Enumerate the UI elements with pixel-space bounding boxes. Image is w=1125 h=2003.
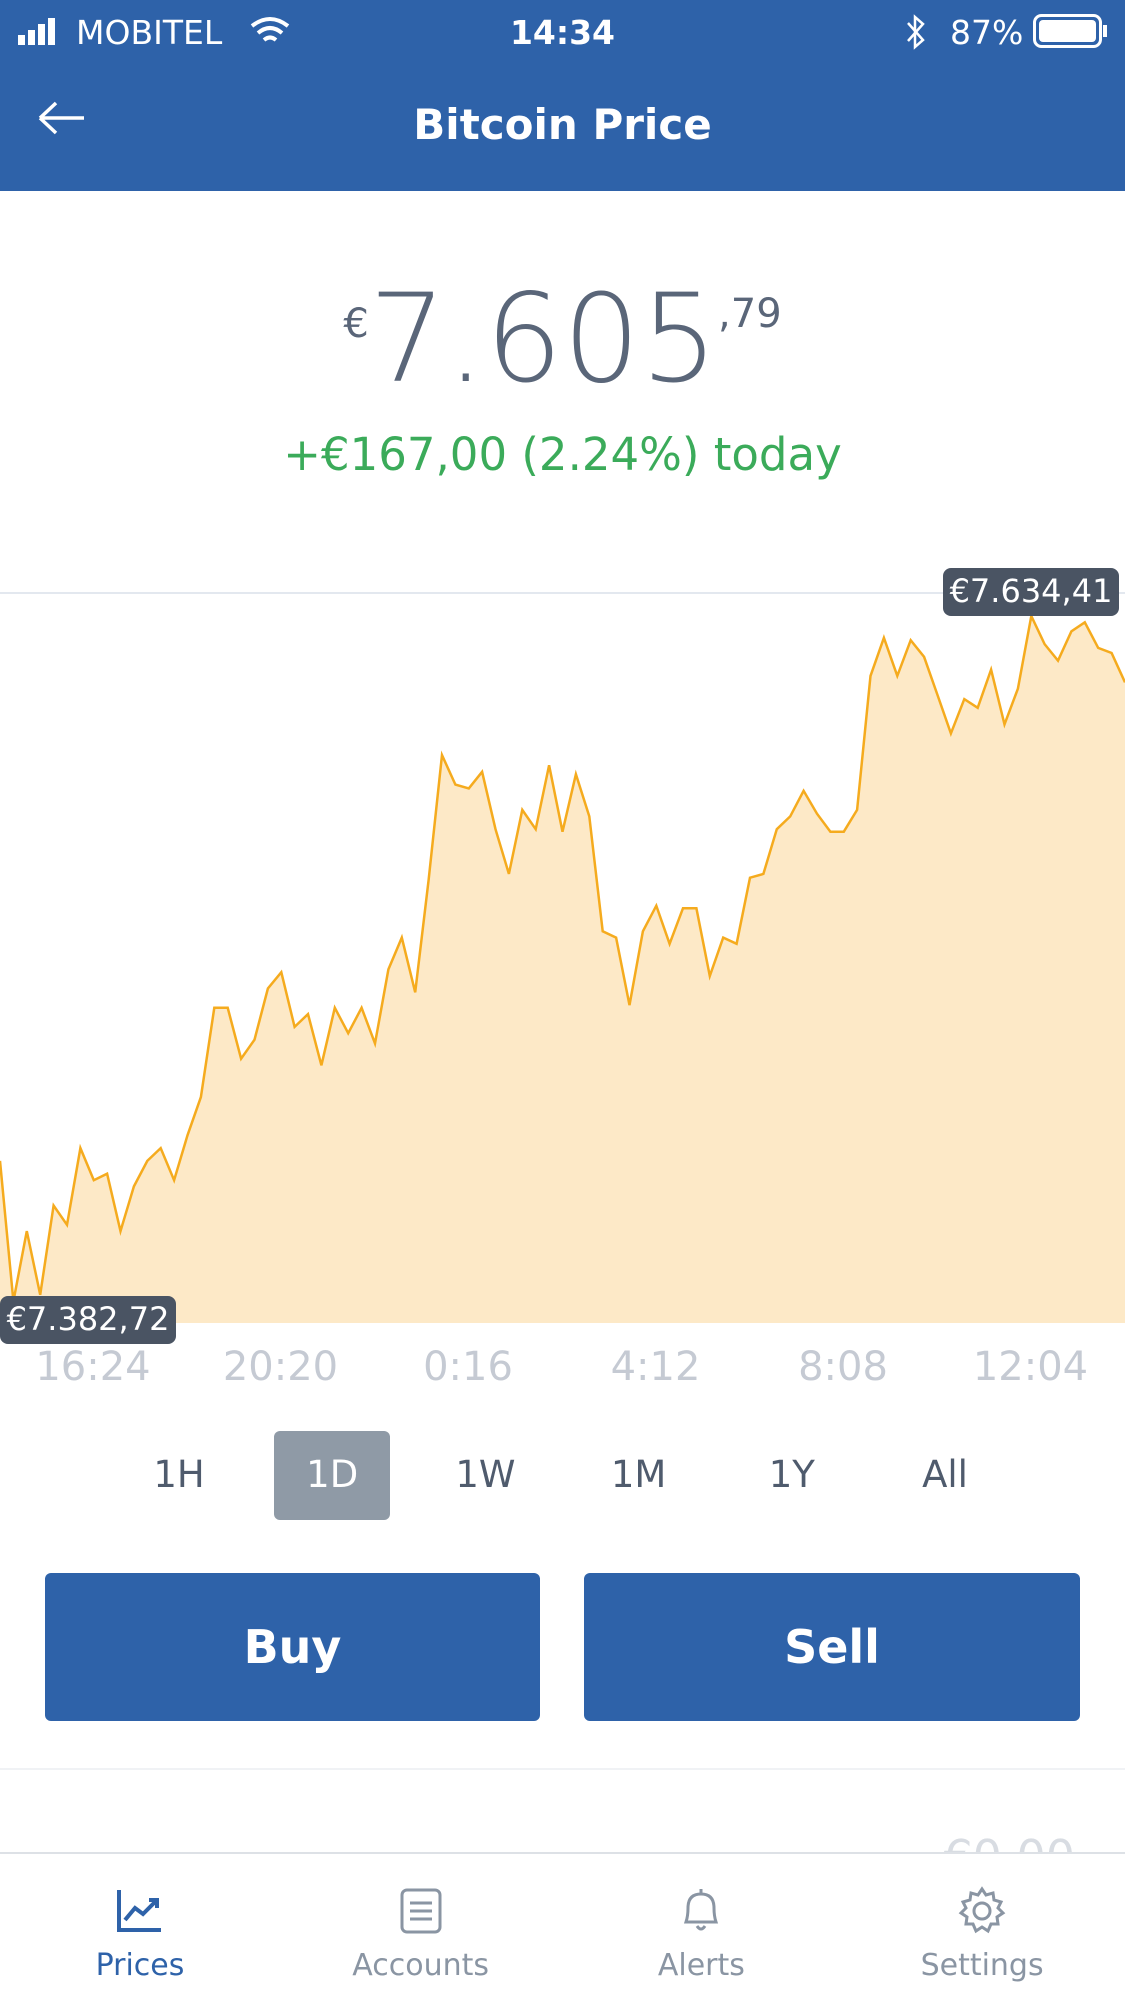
- range-option[interactable]: 1W: [455, 1453, 516, 1496]
- carrier: MOBITEL: [76, 13, 223, 52]
- tab-bar: Prices Accounts Alerts Settings: [0, 1852, 1125, 2003]
- battery-icon: [1033, 14, 1107, 48]
- x-tick-label: 0:16: [423, 1344, 513, 1390]
- wifi-icon: [250, 17, 290, 42]
- price-line: [0, 611, 1125, 1302]
- tab-icon-svg: [958, 1886, 1006, 1934]
- range-option[interactable]: 1H: [153, 1453, 205, 1496]
- price: €7.605,79: [0, 268, 1125, 410]
- x-tick-label: 16:24: [35, 1344, 150, 1390]
- area-fill: [0, 616, 1125, 1323]
- currency: €: [343, 301, 369, 347]
- battery-percent: 87%: [950, 13, 1024, 52]
- range-selected-bg: [274, 1431, 391, 1520]
- signal-icon: [18, 18, 55, 45]
- tab-icon-svg: [117, 1890, 161, 1932]
- bluetooth-icon: [907, 14, 925, 50]
- tab-icon: [115, 1886, 165, 1936]
- max-label-box: [943, 568, 1119, 616]
- tab-label[interactable]: Prices: [95, 1948, 185, 1983]
- tab-icon: [396, 1886, 446, 1936]
- tab-icon: [957, 1886, 1007, 1936]
- clock: 14:34: [509, 13, 616, 52]
- range-option[interactable]: 1M: [610, 1453, 667, 1496]
- min-label: €7.382,72: [7, 1300, 170, 1338]
- tab-label[interactable]: Alerts: [657, 1948, 745, 1983]
- sell-button[interactable]: Sell: [584, 1573, 1080, 1721]
- price-chart: 16:24 20:20 0:16 4:12 8:08 12:04 €7.634,41 €7.3…: [0, 568, 1125, 1390]
- price-decimals: ,79: [718, 291, 782, 337]
- price-integer: 7.605: [368, 268, 719, 410]
- tab-label[interactable]: Accounts: [352, 1948, 490, 1983]
- header-bar: [0, 0, 1125, 191]
- tab-label[interactable]: Settings: [920, 1948, 1044, 1983]
- x-tick-label: 4:12: [611, 1344, 701, 1390]
- buy-button[interactable]: Buy: [45, 1573, 540, 1721]
- tab-icon-svg: [400, 1888, 442, 1934]
- min-label-box: [0, 1296, 176, 1344]
- x-tick-label: 20:20: [223, 1344, 338, 1390]
- max-label: €7.634,41: [950, 572, 1113, 610]
- range-option[interactable]: All: [922, 1453, 968, 1496]
- back-button[interactable]: [36, 100, 88, 136]
- range-option[interactable]: 1Y: [768, 1453, 815, 1496]
- tab-icon-svg: [684, 1889, 719, 1931]
- price-change: +€167,00 (2.24%) today: [283, 428, 842, 481]
- x-tick-label: 12:04: [973, 1344, 1088, 1390]
- range-selector: 1H 1D 1W 1M 1Y All: [0, 1431, 1125, 1521]
- page-title: Bitcoin Price: [413, 100, 712, 149]
- range-option[interactable]: 1D: [306, 1453, 359, 1496]
- x-tick-label: 8:08: [798, 1344, 888, 1390]
- tab-icon: [676, 1886, 726, 1936]
- divider: [0, 1768, 1125, 1770]
